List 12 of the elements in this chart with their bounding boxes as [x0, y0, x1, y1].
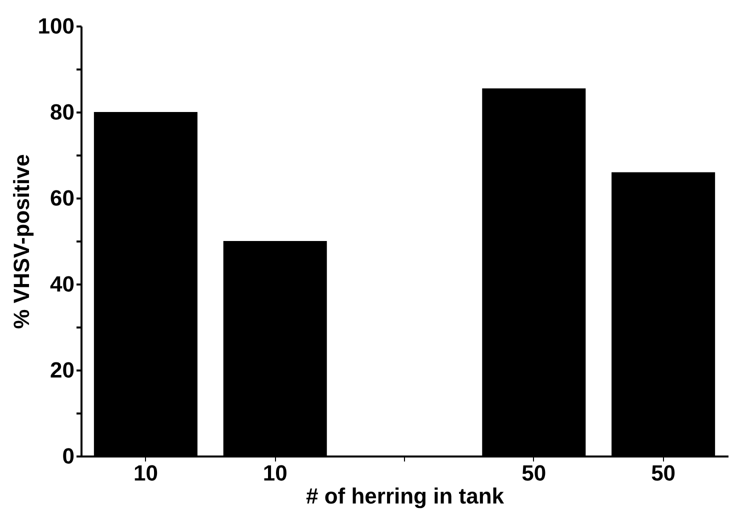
x-tick-label: 50 [651, 460, 676, 486]
y-axis-title: % VHSV-positive [8, 154, 34, 329]
y-tick-label: 100 [38, 14, 74, 38]
x-tick-label: 10 [133, 460, 158, 486]
x-axis-title: # of herring in tank [306, 484, 505, 508]
y-tick-label: 20 [50, 358, 74, 382]
y-tick-label: 80 [50, 100, 74, 124]
y-tick-label: 40 [50, 272, 74, 296]
y-tick-label: 0 [62, 444, 74, 468]
y-tick-label: 60 [50, 186, 74, 210]
x-tick-label: 10 [262, 460, 288, 486]
x-tick-label: 50 [522, 460, 546, 486]
